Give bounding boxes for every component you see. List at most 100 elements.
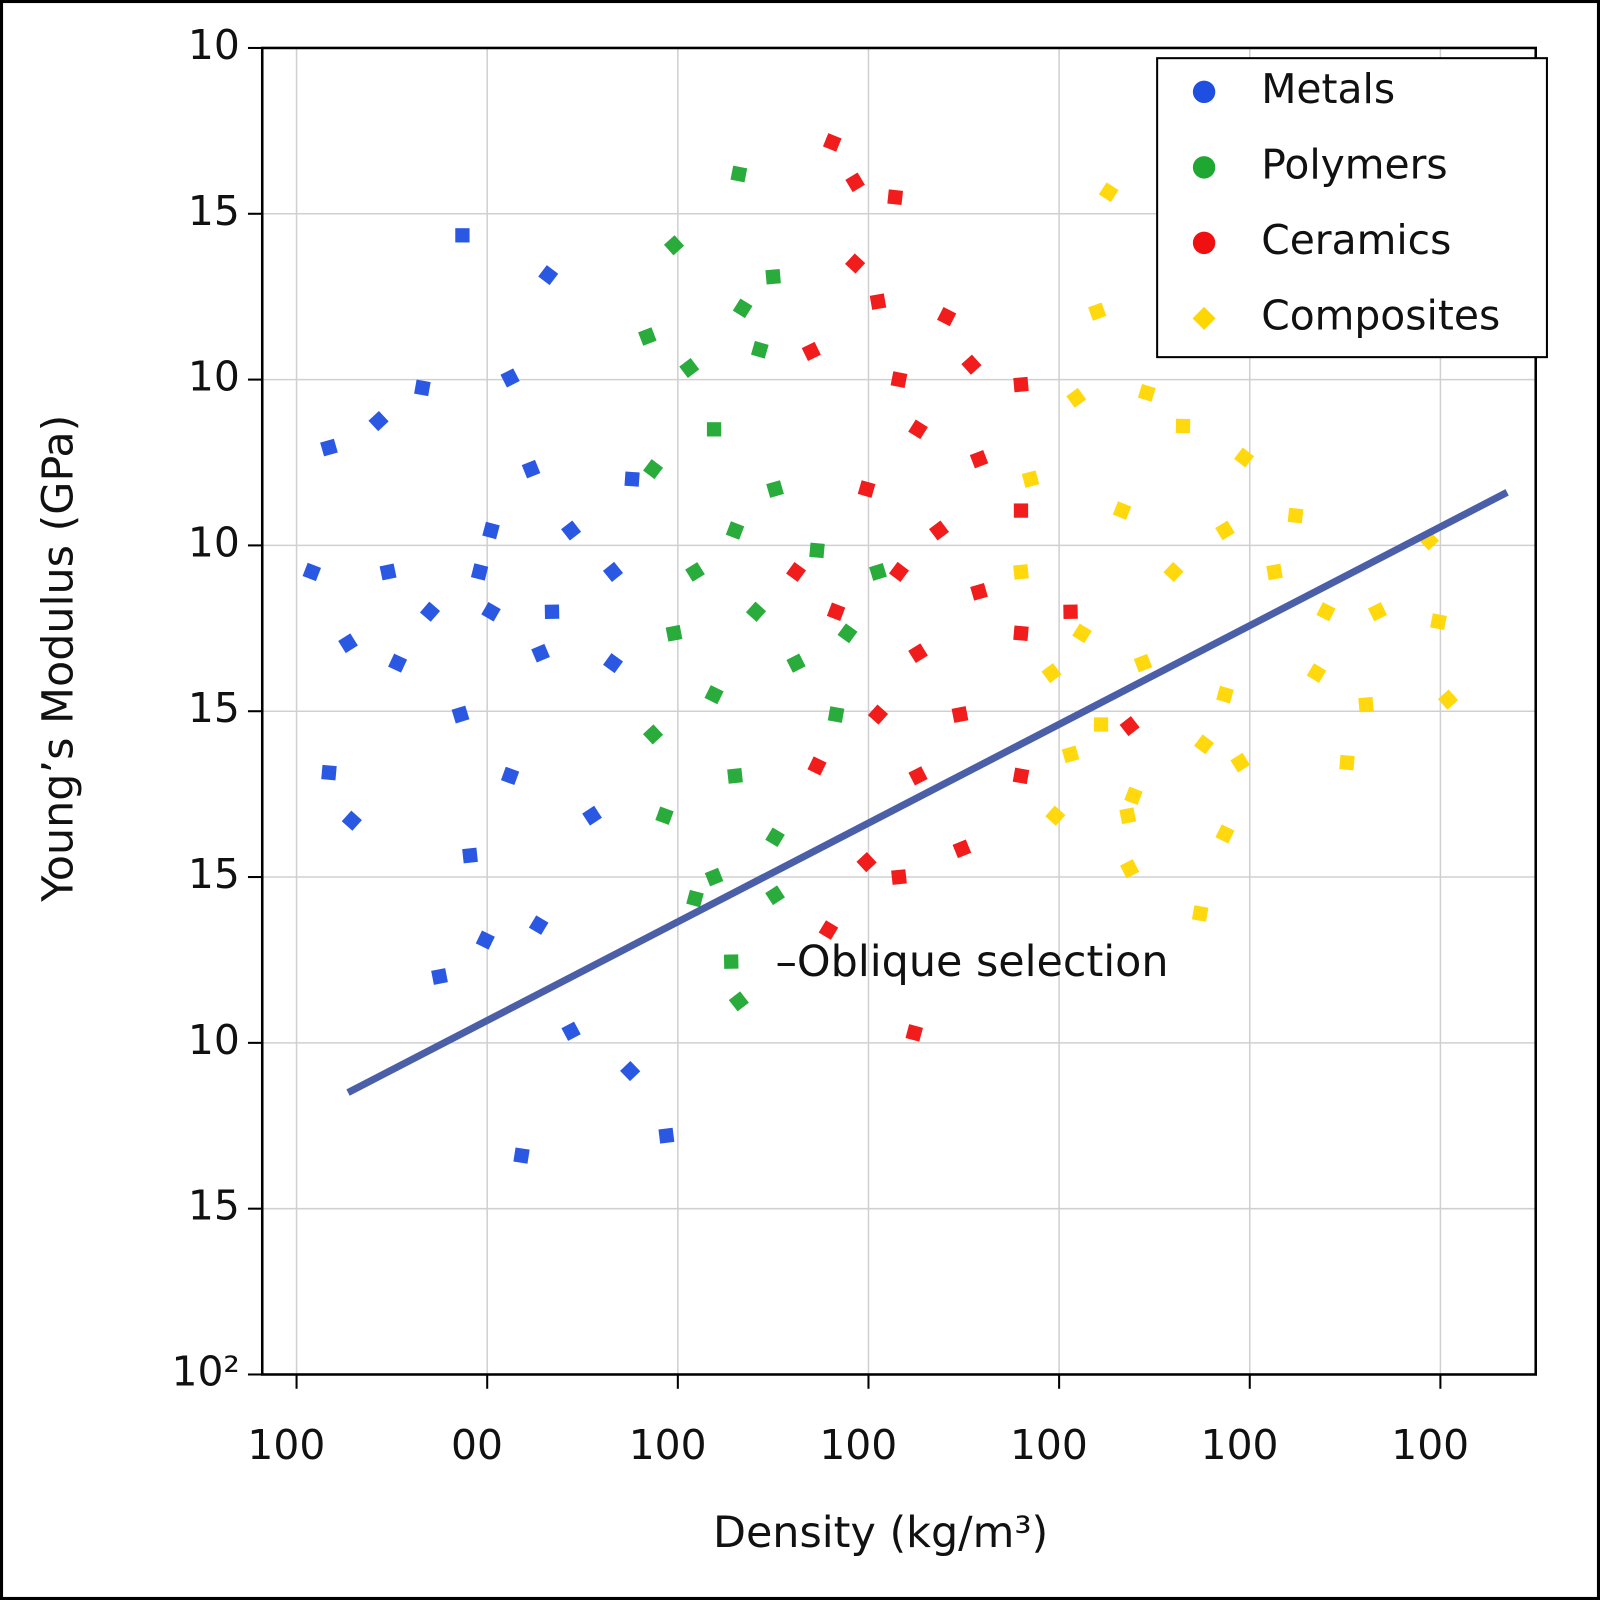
legend-marker [1192, 80, 1216, 104]
legend-label: Ceramics [1261, 216, 1451, 264]
data-point [807, 756, 827, 776]
data-point [1339, 754, 1355, 771]
data-point [561, 1021, 581, 1041]
x-tick-label: 100 [1201, 1421, 1279, 1469]
data-point [1230, 752, 1251, 773]
x-axis-title: Density (kg/m³) [713, 1508, 1048, 1558]
data-point [1066, 387, 1087, 408]
data-point [970, 583, 988, 601]
data-point [1119, 716, 1140, 737]
data-point [1367, 602, 1388, 622]
data-point [528, 915, 549, 935]
data-point [1163, 561, 1184, 583]
data-point [419, 601, 441, 622]
data-point [1063, 604, 1078, 620]
data-point [686, 889, 704, 908]
y-tick-label: 10 [188, 21, 240, 69]
data-point [723, 954, 739, 969]
data-point [665, 624, 683, 642]
legend-label: Composites [1261, 291, 1500, 339]
data-point [500, 766, 520, 786]
data-point [818, 920, 839, 940]
data-point [952, 839, 972, 859]
data-point [1191, 905, 1209, 922]
data-point [869, 563, 887, 581]
data-point [1120, 859, 1140, 879]
data-point [765, 269, 781, 285]
data-point [1061, 745, 1080, 764]
data-point [951, 706, 969, 723]
data-point [867, 704, 889, 725]
data-point [891, 869, 907, 885]
data-point [1045, 805, 1066, 826]
data-point [786, 653, 806, 673]
data-point [455, 228, 470, 243]
data-point [379, 563, 397, 581]
data-point [1193, 734, 1215, 755]
data-point [822, 133, 842, 152]
data-point [521, 459, 541, 479]
data-point [730, 165, 748, 183]
legend-marker [1192, 156, 1216, 179]
data-point [1093, 717, 1109, 732]
legend-marker [1192, 306, 1216, 330]
legend-label: Polymers [1261, 140, 1447, 188]
data-point [765, 827, 785, 848]
y-tick-label: 10 [188, 518, 240, 566]
data-point [302, 562, 322, 582]
legend-marker [1192, 231, 1216, 255]
data-point [766, 480, 784, 498]
data-point [338, 633, 358, 654]
data-point [750, 340, 769, 359]
data-point [1119, 807, 1137, 825]
data-point [582, 805, 602, 826]
data-point [1088, 302, 1107, 321]
data-point [1175, 418, 1191, 434]
data-point [969, 449, 989, 469]
data-point [1430, 613, 1447, 631]
y-tick-label: 10 [188, 353, 240, 401]
y-tick-label: 10 [188, 1016, 240, 1064]
data-point [642, 724, 664, 745]
data-point [341, 810, 362, 831]
data-point [1112, 501, 1132, 520]
x-tick-label: 100 [1010, 1421, 1088, 1469]
data-point [1072, 623, 1092, 644]
data-point [908, 643, 928, 664]
data-point [638, 327, 657, 346]
data-point [531, 643, 550, 663]
data-point [837, 623, 858, 644]
series-points [638, 165, 887, 1012]
data-point [431, 968, 448, 985]
data-point [704, 867, 724, 887]
data-point [826, 602, 846, 621]
data-point [727, 768, 743, 784]
data-point [765, 885, 785, 906]
data-point [732, 298, 753, 319]
data-point [888, 561, 909, 582]
series-points [302, 228, 675, 1164]
series-points [786, 133, 1140, 1042]
data-point [1216, 685, 1234, 704]
data-point [544, 604, 560, 620]
legend: Metals Polymers Ceramics Composites [1156, 57, 1548, 359]
data-point [475, 930, 495, 950]
legend-label: Metals [1261, 65, 1395, 113]
data-point [857, 480, 876, 498]
y-axis-title: Young’s Modulus (GPa) [34, 415, 84, 903]
legend-box [1156, 57, 1548, 359]
data-point [1124, 786, 1143, 806]
data-point [1013, 376, 1029, 393]
x-tick-label: 100 [247, 1421, 325, 1469]
data-point [603, 653, 623, 674]
data-point [513, 1147, 530, 1164]
data-point [1041, 663, 1062, 684]
data-point [1215, 520, 1235, 541]
data-point [462, 847, 478, 864]
data-point [887, 189, 904, 206]
data-point [786, 561, 807, 582]
data-point [368, 410, 389, 432]
data-point [561, 520, 582, 541]
